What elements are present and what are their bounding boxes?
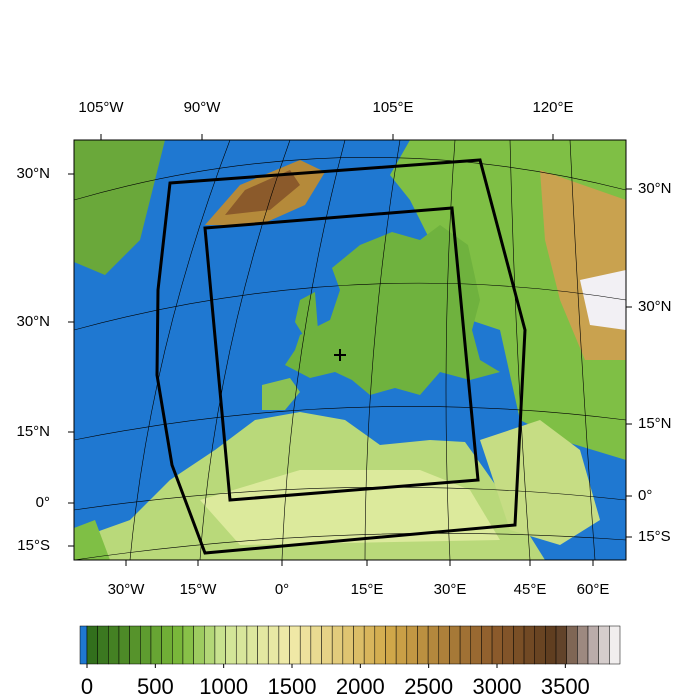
colorbar-segment: [566, 625, 578, 665]
colorbar-segment: [129, 625, 141, 665]
colorbar-segment: [225, 625, 237, 665]
colorbar-segment: [214, 625, 226, 665]
land-greenland-high: [225, 170, 300, 215]
colorbar-under: [79, 625, 88, 665]
colorbar-segment: [534, 625, 546, 665]
colorbar-segment: [246, 625, 258, 665]
map-frame: [73, 139, 627, 561]
colorbar-segment: [513, 625, 525, 665]
top-label: 90°W: [184, 99, 222, 116]
colorbar-segment: [491, 625, 503, 665]
colorbar-segment: [161, 625, 173, 665]
colorbar-segment: [470, 625, 482, 665]
colorbar-segment: [406, 625, 418, 665]
right-label: 30°N: [638, 180, 672, 197]
left-label: 30°N: [16, 313, 50, 330]
bottom-label: 60°E: [577, 581, 610, 598]
colorbar-label: 3000: [473, 674, 522, 699]
colorbar-segment: [449, 625, 461, 665]
colorbar-segment: [555, 625, 567, 665]
colorbar-segment: [257, 625, 269, 665]
colorbar-label: 1000: [199, 674, 248, 699]
colorbar-label: 3500: [541, 674, 590, 699]
outer-domain: [155, 158, 527, 555]
bottom-label: 15°E: [351, 581, 384, 598]
inner-domain: [203, 206, 480, 502]
colorbar-segment: [587, 625, 599, 665]
colorbar-label: 500: [137, 674, 174, 699]
land-south-america: [74, 520, 110, 560]
colorbar-segment: [374, 625, 386, 665]
bottom-label: 0°: [275, 581, 289, 598]
top-label: 120°E: [532, 99, 573, 116]
colorbar-segment: [342, 625, 354, 665]
colorbar-segment: [97, 625, 109, 665]
colorbar-segment: [267, 625, 280, 665]
bottom-label: 30°W: [108, 581, 146, 598]
land-britain: [295, 292, 318, 338]
colorbar-segment: [331, 625, 344, 665]
top-label: 105°E: [372, 99, 413, 116]
graticule: [74, 140, 626, 560]
colorbar-segment: [289, 625, 301, 665]
colorbar-segment: [577, 625, 589, 665]
colorbar-segment: [545, 625, 557, 665]
bottom-label: 15°W: [180, 581, 218, 598]
colorbar-segment: [417, 625, 429, 665]
right-label: 15°S: [638, 528, 671, 545]
land-america: [74, 140, 165, 275]
colorbar-segment: [438, 625, 450, 665]
land-iberia: [262, 378, 300, 410]
colorbar-segment: [108, 625, 120, 665]
colorbar-segment: [193, 625, 205, 665]
colorbar-segment: [609, 625, 621, 665]
center-marker: [334, 349, 346, 361]
right-label: 30°N: [638, 298, 672, 315]
top-label: 105°W: [78, 99, 124, 116]
right-label: 0°: [638, 487, 652, 504]
colorbar-segment: [598, 625, 610, 665]
colorbar-segment: [235, 625, 248, 665]
colorbar-segment: [118, 625, 130, 665]
colorbar-segment: [363, 625, 376, 665]
colorbar-segment: [140, 625, 152, 665]
left-label: 15°S: [17, 537, 50, 554]
colorbar-segment: [459, 625, 472, 665]
colorbar-segment: [310, 625, 322, 665]
colorbar-segment: [523, 625, 535, 665]
land-snow: [580, 270, 626, 330]
colorbar-segment: [299, 625, 312, 665]
colorbar-label: 1500: [268, 674, 317, 699]
colorbar-segment: [502, 625, 514, 665]
bottom-label: 30°E: [434, 581, 467, 598]
colorbar-segment: [172, 625, 184, 665]
colorbar-segment: [427, 625, 440, 665]
colorbar-segment: [182, 625, 194, 665]
bottom-label: 45°E: [514, 581, 547, 598]
colorbar-segment: [385, 625, 397, 665]
colorbar-segment: [353, 625, 365, 665]
colorbar-segment: [150, 625, 162, 665]
map-area: [74, 140, 626, 560]
land-sahara: [200, 470, 500, 545]
colorbar-segment: [321, 625, 333, 665]
colorbar-label: 0: [81, 674, 93, 699]
colorbar-segment: [278, 625, 290, 665]
axis-labels: 105°W 90°W 105°E 120°E 30°N 30°N 15°N 0° 15°S 30°…: [16, 99, 671, 598]
colorbar: 0 500 1000 1500 2000 2500 3000 3500: [79, 625, 621, 699]
colorbar-segment: [86, 625, 98, 665]
left-label: 30°N: [16, 165, 50, 182]
colorbar-segment: [395, 625, 408, 665]
colorbar-segment: [481, 625, 493, 665]
left-label: 0°: [36, 494, 50, 511]
colorbar-label: 2500: [404, 674, 453, 699]
right-label: 15°N: [638, 415, 672, 432]
left-label: 15°N: [16, 423, 50, 440]
land-arabia: [480, 420, 600, 545]
colorbar-label: 2000: [336, 674, 385, 699]
colorbar-segment: [204, 625, 216, 665]
